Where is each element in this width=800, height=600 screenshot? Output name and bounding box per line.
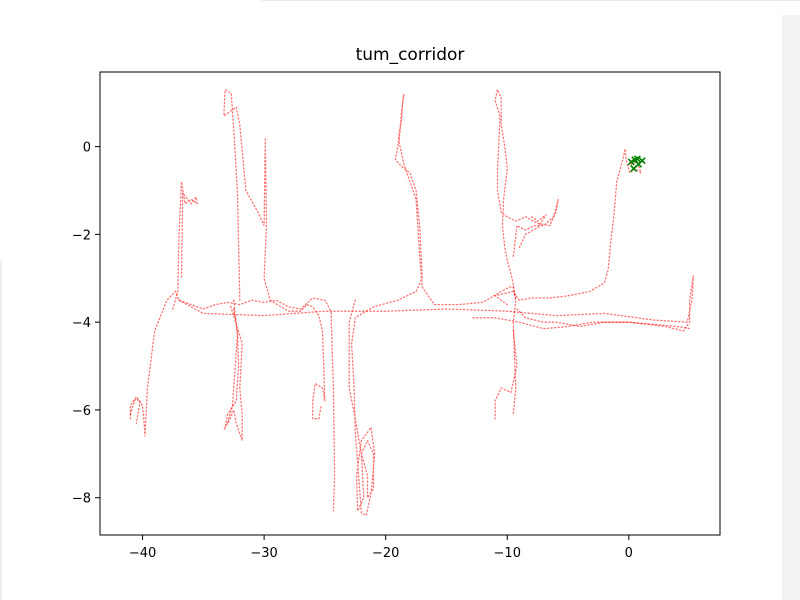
- chart-marks: [129, 87, 694, 517]
- trajectory-path-10: [518, 214, 547, 249]
- marker-series: [627, 155, 646, 173]
- y-axis-ticks: 0 −2 −4 −6 −8: [72, 141, 100, 507]
- trajectory-path-3: [223, 88, 326, 420]
- chart-title: tum_corridor: [356, 45, 465, 65]
- y-tick-label: 0: [83, 141, 91, 156]
- trajectory-path-9: [494, 330, 518, 420]
- y-tick-label: −8: [72, 492, 91, 507]
- marker-point-5: [633, 155, 641, 163]
- marker-point-4: [630, 164, 638, 173]
- x-axis-ticks: −40 −30 −20 −10 0: [129, 535, 633, 561]
- window-edge-right: [782, 15, 800, 600]
- marker-point-0: [627, 158, 635, 166]
- y-tick-label: −2: [72, 228, 91, 243]
- trajectory-path-5: [226, 299, 239, 424]
- y-tick-label: −4: [72, 316, 91, 331]
- trajectory-path-6: [348, 93, 517, 517]
- window-edge-left: [0, 260, 2, 600]
- x-tick-label: −40: [129, 546, 156, 561]
- plot-frame: [99, 71, 721, 536]
- trajectory-path-1: [172, 181, 199, 310]
- trajectory-path-12: [516, 308, 692, 330]
- x-tick-label: −10: [494, 546, 521, 561]
- x-tick-label: −20: [372, 546, 399, 561]
- window-edge-top-right: [262, 0, 800, 1]
- trajectory-path-4: [223, 303, 243, 441]
- trajectory-path-7: [493, 148, 643, 306]
- marker-point-3: [638, 157, 646, 165]
- y-tick-label: −6: [72, 404, 91, 419]
- x-tick-label: −30: [250, 546, 277, 561]
- trajectory-path-8: [494, 87, 559, 415]
- trajectory-path-0: [129, 290, 336, 512]
- trajectory-path-2: [129, 398, 141, 424]
- x-tick-label: 0: [625, 546, 633, 561]
- trajectory-path-11: [178, 276, 694, 332]
